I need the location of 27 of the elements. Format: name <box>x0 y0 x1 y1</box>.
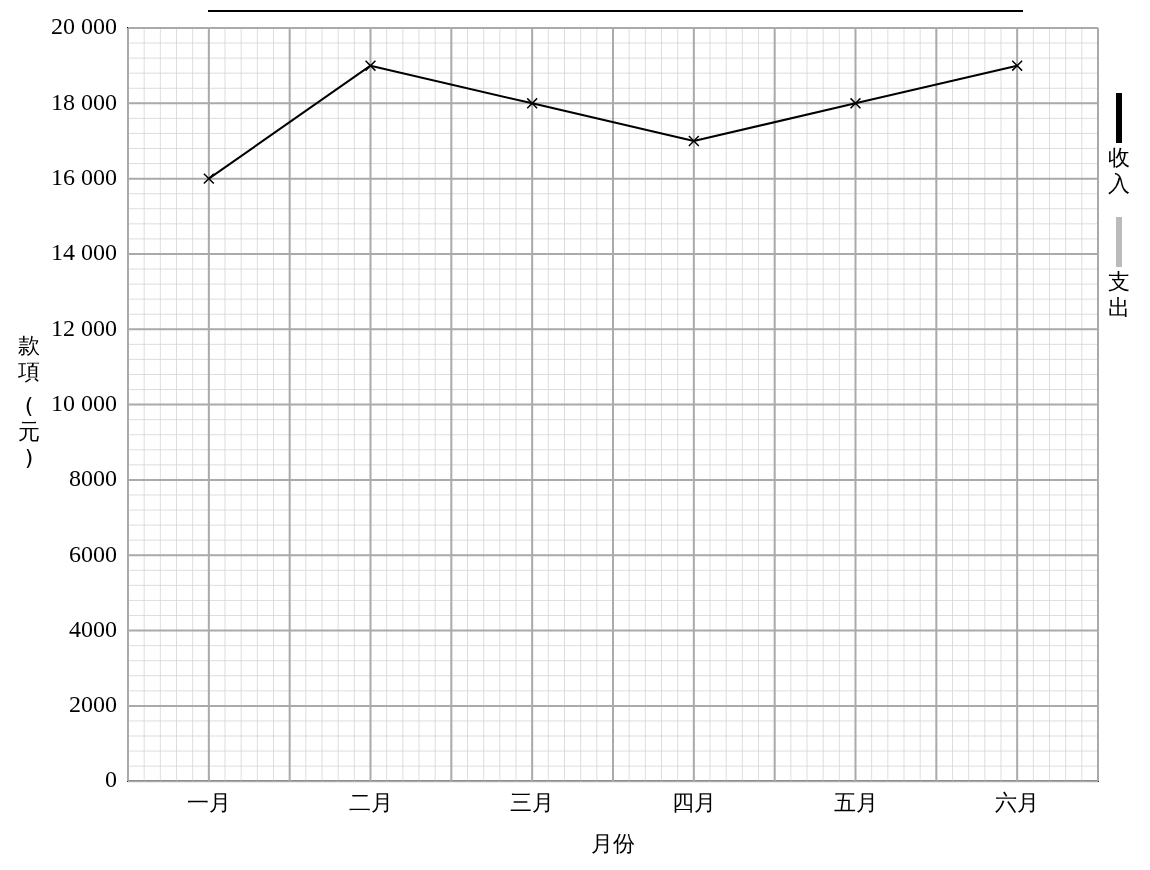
point <box>688 135 700 147</box>
x-axis-title: 月份 <box>591 830 635 856</box>
y-tick-label: 10 000 <box>51 389 117 416</box>
y-tick-label: 16 000 <box>51 163 117 190</box>
legend-label: 收入 <box>1108 145 1130 197</box>
y-tick-label: 2000 <box>69 691 117 718</box>
x-tick-label: 五月 <box>833 790 878 816</box>
x-tick-label: 四月 <box>671 790 716 816</box>
point <box>526 97 538 110</box>
x-tick-label: 一月 <box>186 790 231 816</box>
y-tick-label: 0 <box>105 766 117 793</box>
y-tick-label: 8000 <box>69 465 117 492</box>
y-tick-label: 12 000 <box>51 314 117 341</box>
y-tick-label: 18 000 <box>51 88 117 115</box>
y-axis-title: 款項 (元) <box>18 333 40 471</box>
y-tick-label: 20 000 <box>51 13 117 40</box>
point <box>1011 59 1023 72</box>
x-tick-label: 三月 <box>510 790 555 816</box>
y-tick-label: 6000 <box>69 540 117 567</box>
point <box>849 97 862 110</box>
y-tick-label: 14 000 <box>51 239 117 266</box>
point <box>364 59 377 72</box>
x-tick-label: 六月 <box>995 790 1040 816</box>
x-tick-label: 二月 <box>348 790 393 816</box>
point <box>203 172 215 185</box>
y-tick-label: 4000 <box>69 615 117 642</box>
legend-label: 支出 <box>1108 269 1130 321</box>
